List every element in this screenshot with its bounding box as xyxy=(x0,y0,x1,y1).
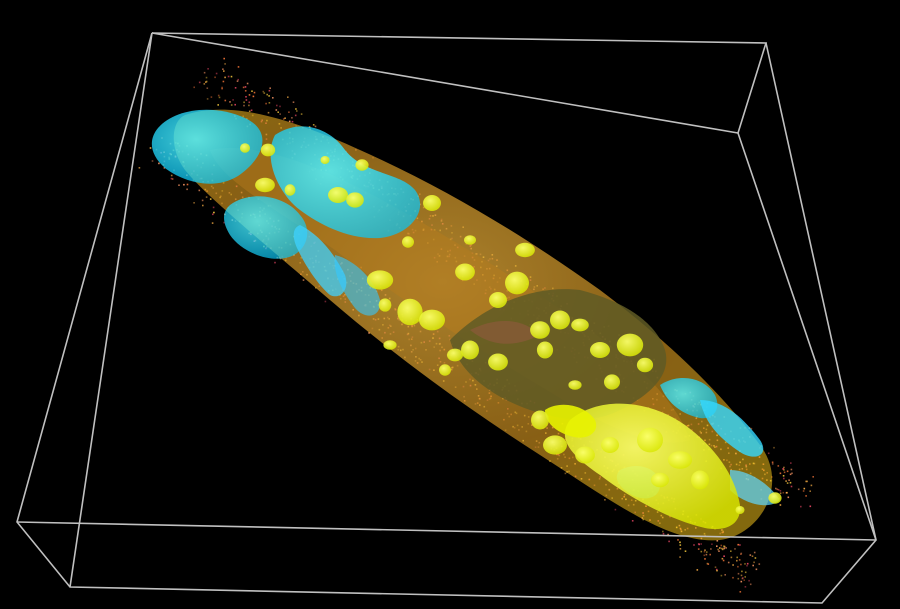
yellow-blob xyxy=(531,410,549,430)
yellow-blob xyxy=(637,427,663,453)
yellow-blob xyxy=(284,184,296,196)
yellow-blob xyxy=(530,321,550,339)
yellow-blob xyxy=(575,446,595,464)
yellow-blob xyxy=(505,271,529,295)
yellow-blob xyxy=(550,310,570,330)
yellow-blob xyxy=(397,298,423,326)
yellow-blob xyxy=(383,340,397,350)
yellow-blob xyxy=(616,333,644,357)
yellow-blob xyxy=(667,451,693,469)
yellow-blob xyxy=(489,292,507,308)
yellow-blob xyxy=(768,492,782,504)
yellow-blob xyxy=(255,177,275,193)
yellow-blob xyxy=(691,470,709,490)
yellow-blob xyxy=(735,506,745,514)
yellow-blob xyxy=(378,298,392,312)
yellow-blob xyxy=(346,192,364,208)
yellow-blob xyxy=(447,348,463,362)
yellow-blob xyxy=(320,156,330,164)
yellow-blob xyxy=(461,340,479,360)
yellow-blob xyxy=(571,318,589,332)
yellow-isosurface-large xyxy=(545,403,741,530)
bounding-box-front xyxy=(16,32,877,604)
yellow-blob xyxy=(464,235,476,245)
yellow-blob xyxy=(402,236,414,248)
yellow-blob xyxy=(590,342,610,358)
yellow-blob xyxy=(568,380,582,390)
yellow-blob xyxy=(601,437,619,453)
yellow-blob xyxy=(488,353,508,371)
bounding-box-back xyxy=(151,32,768,134)
yellow-blobs xyxy=(240,143,782,514)
yellow-blob xyxy=(423,195,441,211)
yellow-blob xyxy=(543,435,567,455)
yellow-blob xyxy=(419,309,445,331)
yellow-blob xyxy=(604,374,620,390)
yellow-blob xyxy=(651,472,669,488)
yellow-blob xyxy=(355,159,369,171)
yellow-blob xyxy=(366,270,394,290)
yellow-blob xyxy=(536,341,554,359)
yellow-blob xyxy=(515,242,535,258)
yellow-blob xyxy=(455,263,475,281)
yellow-blob xyxy=(240,143,250,153)
yellow-blob xyxy=(439,364,451,376)
yellow-blob xyxy=(260,143,276,157)
yellow-blob xyxy=(328,187,348,203)
yellow-blob xyxy=(636,357,654,373)
